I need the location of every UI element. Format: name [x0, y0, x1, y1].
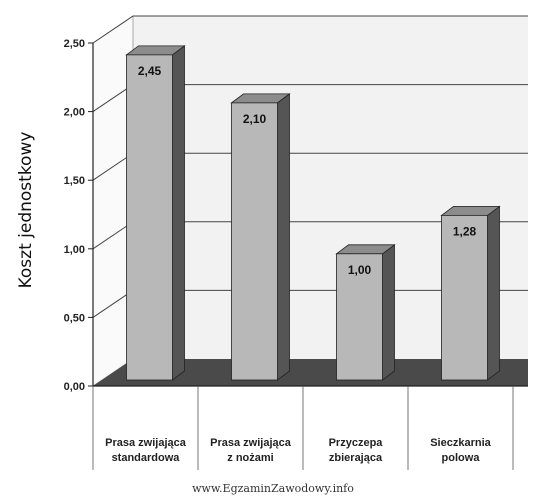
watermark-text: www.EgzaminZawodowy.info: [192, 482, 354, 495]
bar-group: 2,45: [125, 45, 186, 381]
bar: [336, 253, 383, 381]
y-tick-label: 0,00: [64, 381, 85, 393]
bar-value-label: 1,00: [348, 263, 372, 277]
category-label: Prasa zwijająca: [210, 437, 292, 449]
bar-side: [277, 93, 290, 381]
category-label: Przyczepa: [329, 437, 384, 449]
category-label: polowa: [442, 452, 481, 464]
bar-value-label: 1,28: [453, 224, 477, 238]
bar-value-label: 2,45: [138, 64, 162, 78]
y-tick-label: 2,50: [64, 38, 85, 50]
floor-panel: [93, 359, 528, 386]
bar-side: [487, 205, 500, 381]
category-label: standardowa: [112, 452, 181, 464]
bar-side: [172, 45, 185, 381]
bar: [126, 54, 173, 381]
bar-group: 1,28: [440, 205, 501, 381]
bar: [231, 102, 278, 381]
category-label: Sieczkarnia: [430, 437, 491, 449]
bar: [441, 214, 488, 381]
category-label: zbierająca: [329, 452, 383, 464]
y-tick-label: 1,50: [64, 175, 85, 187]
bar-side: [382, 244, 395, 381]
y-axis-title: Koszt jednostkowy: [16, 132, 36, 289]
x-axis-categories: Prasa zwijająca standardowa Prasa zwijając…: [92, 386, 514, 470]
bar-group: 1,00: [335, 244, 396, 381]
bars: 2,45 2,10 1,00 1,28: [125, 45, 501, 381]
y-tick-label: 1,00: [64, 244, 85, 256]
bar-value-label: 2,10: [243, 112, 267, 126]
y-tick-label: 0,50: [64, 312, 85, 324]
y-tick-label: 2,00: [64, 107, 85, 119]
chart-back-wall: [92, 15, 528, 387]
gridline: [92, 15, 528, 44]
chart-floor: [93, 359, 528, 387]
category-label: Prasa zwijająca: [105, 437, 187, 449]
bar-group: 2,10: [230, 93, 291, 381]
category-label: z nożami: [227, 452, 273, 464]
y-axis: 0,00 0,50 1,00 1,50 2,00 2,50: [64, 38, 94, 393]
